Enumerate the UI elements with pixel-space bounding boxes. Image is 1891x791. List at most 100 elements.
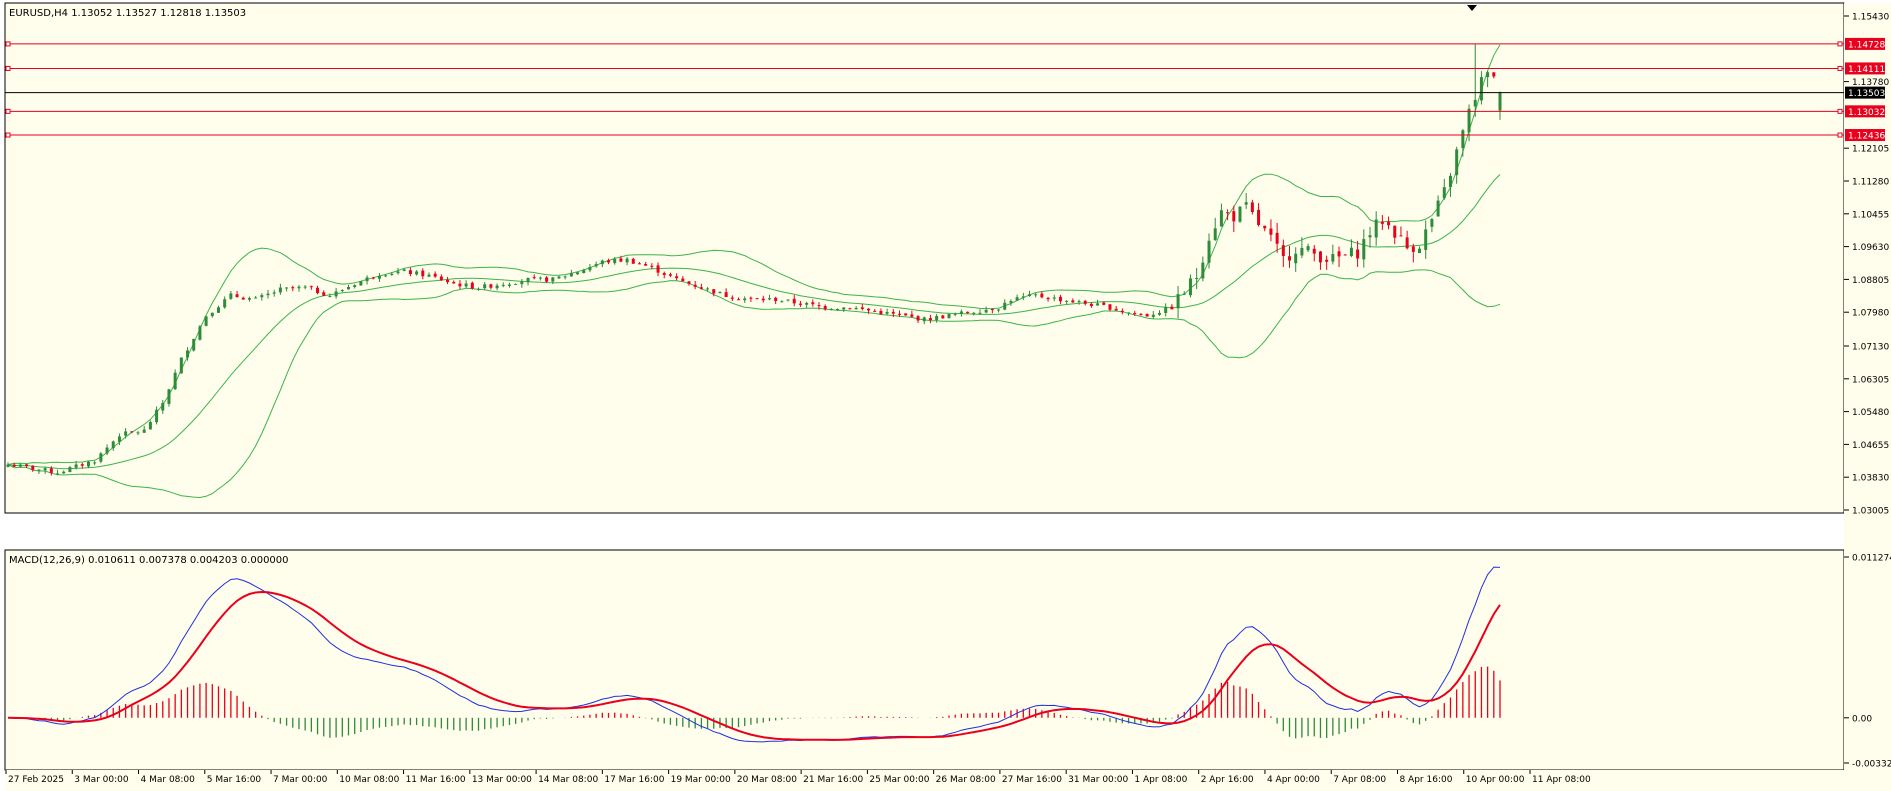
bollinger-bands (7, 44, 1501, 499)
candle-body (1244, 202, 1248, 205)
candle-body (1269, 228, 1273, 235)
candle-body (1096, 303, 1100, 306)
price-tick-label: 1.15430 (1852, 13, 1889, 23)
time-tick-label: 14 Mar 08:00 (538, 775, 598, 785)
candle-body (1461, 130, 1465, 149)
candle-body (873, 310, 877, 312)
candle-body (761, 298, 765, 301)
candle-body (1331, 254, 1335, 262)
candle-body (693, 284, 697, 287)
candle-body (978, 312, 982, 314)
candle-body (1405, 237, 1409, 249)
time-tick-label: 7 Mar 00:00 (273, 775, 328, 785)
candle-body (1201, 262, 1205, 279)
candle-body (576, 272, 580, 275)
candle-body (1281, 245, 1285, 256)
candle-body (470, 282, 474, 289)
candle-body (650, 265, 654, 267)
candle-body (1052, 297, 1056, 299)
time-tick-label: 1 Apr 08:00 (1134, 775, 1187, 785)
candle-body (607, 260, 611, 263)
candle-body (1411, 246, 1415, 252)
candle-body (1442, 187, 1446, 199)
candle-body (309, 286, 313, 288)
candle-body (396, 271, 400, 274)
candle-body (316, 287, 320, 294)
candle-body (836, 309, 840, 311)
macd-tick-label: 0.00 (1852, 714, 1872, 724)
candle-body (959, 311, 963, 314)
macd-pane[interactable] (4, 549, 1845, 771)
candle-body (737, 299, 741, 301)
candle-body (155, 409, 159, 423)
price-axis-strip (1844, 3, 1891, 770)
candle-body (569, 273, 573, 277)
price-pane[interactable] (4, 2, 1845, 514)
price-level-badge-label: 1.14111 (1848, 65, 1885, 75)
candle-body (823, 306, 827, 310)
candle-body (489, 284, 493, 288)
candle-body (538, 277, 542, 279)
candle-body (1003, 302, 1007, 310)
candle-body (916, 316, 920, 321)
candle-body (1250, 202, 1254, 212)
candle-body (340, 290, 344, 292)
candle-body (594, 264, 598, 267)
chart-shift-marker-icon[interactable] (1467, 5, 1477, 11)
candle-body (724, 292, 728, 298)
candle-body (743, 298, 747, 301)
candle-body (1368, 235, 1372, 238)
candle-body (1486, 72, 1490, 78)
candle-body (136, 432, 140, 434)
candle-body (260, 295, 264, 298)
candle-body (464, 283, 468, 287)
candle-body (532, 277, 536, 279)
candle-body (706, 288, 710, 290)
candle-body (1226, 212, 1230, 214)
candle-body (1263, 225, 1267, 229)
candle-body (408, 270, 412, 275)
time-axis-strip (5, 770, 1891, 791)
candle-body (1356, 249, 1360, 259)
candle-body (458, 283, 462, 287)
candle-body (637, 263, 641, 265)
price-tick-label: 1.10455 (1852, 210, 1889, 220)
candle-body (842, 307, 846, 310)
candle-body (1436, 200, 1440, 217)
candle-body (297, 286, 301, 289)
candle-body (1089, 303, 1093, 307)
candle-body (613, 258, 617, 264)
level-anchor-handle (1837, 108, 1843, 114)
candle-body (668, 274, 672, 276)
candle-body (1498, 92, 1502, 111)
candle-body (1393, 225, 1397, 238)
candle-body (990, 308, 994, 311)
level-anchor-handle (5, 108, 11, 114)
candle-body (37, 469, 41, 471)
candle-body (897, 313, 901, 315)
candle-body (439, 276, 443, 281)
candle-body (210, 312, 214, 317)
bollinger-middle-band (7, 174, 1501, 470)
time-tick-label: 20 Mar 08:00 (737, 775, 797, 785)
candle-body (1158, 312, 1162, 315)
candle-body (1374, 219, 1378, 238)
candle-body (526, 277, 530, 283)
candle-body (767, 298, 771, 300)
candle-body (1108, 304, 1112, 310)
candle-body (582, 269, 586, 274)
price-tick-label: 1.09630 (1852, 243, 1889, 253)
candle-body (1399, 235, 1403, 237)
time-tick-label: 2 Apr 16:00 (1201, 775, 1254, 785)
candle-body (43, 468, 47, 471)
price-level-lines[interactable]: 1.14728 1.14111 1.13503 1.13032 1.12436 (5, 37, 1885, 142)
candle-body (433, 273, 437, 277)
candle-body (805, 302, 809, 305)
price-tick-label: 1.08805 (1852, 276, 1889, 286)
level-anchor-handle (5, 65, 11, 71)
candle-body (675, 276, 679, 279)
time-tick-label: 4 Apr 00:00 (1267, 775, 1320, 785)
candle-body (1306, 246, 1310, 251)
candle-body (359, 281, 363, 286)
